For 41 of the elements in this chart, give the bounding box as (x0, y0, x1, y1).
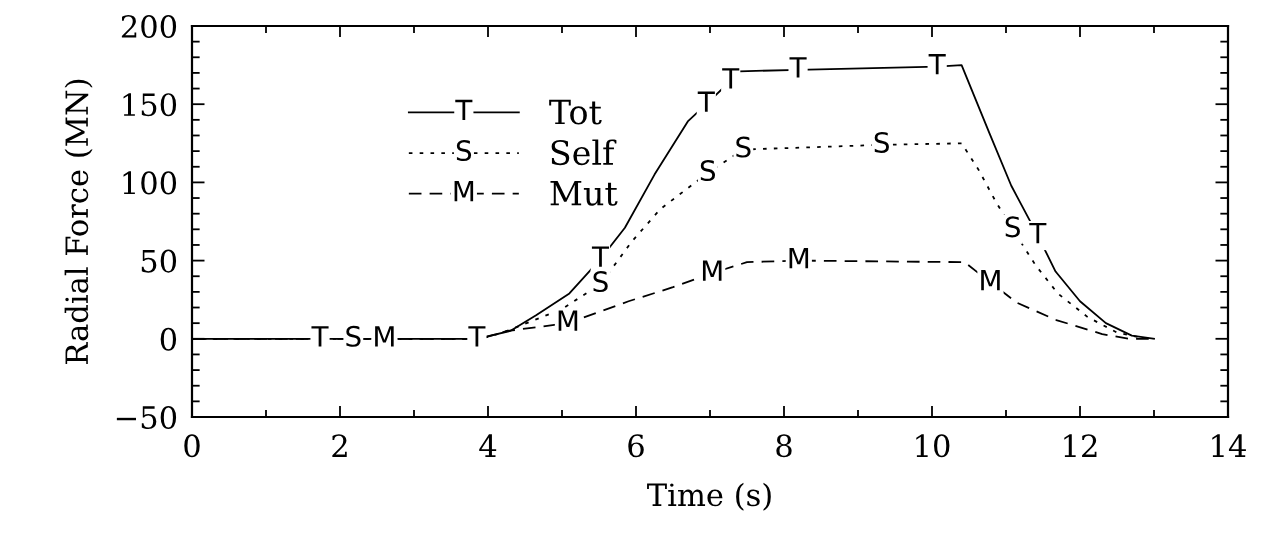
text: S (456, 140, 472, 162)
data-label: S (1005, 216, 1020, 238)
y-tick-label: 100 (123, 171, 177, 195)
y-tick-label: 200 (121, 14, 177, 39)
y-tick-label: 50 (141, 249, 177, 273)
text: T (455, 99, 473, 121)
data-label: T (789, 57, 807, 78)
x-tick-label: 2 (332, 434, 347, 457)
text: M (454, 181, 474, 202)
data-label: T (928, 54, 946, 75)
x-tick-label: 6 (628, 434, 644, 458)
data-label: T (697, 91, 715, 112)
data-label: S (874, 131, 889, 153)
data-label: T (1029, 222, 1047, 244)
y-axis-title: Radial Force (MN) (64, 79, 93, 364)
data-label: S (593, 271, 608, 293)
data-label: S (346, 325, 361, 347)
legend-label: Self (551, 139, 617, 166)
data-label: M (981, 269, 1000, 291)
x-axis-title: Time (s) (647, 482, 771, 511)
x-tick-label: 8 (776, 434, 792, 458)
y-tick-label: −50 (116, 405, 177, 430)
data-label: T (722, 68, 740, 89)
legend-label: Tot (549, 99, 602, 125)
y-tick-label: 150 (123, 93, 177, 117)
data-label: S (700, 160, 716, 182)
x-tick-label: 0 (184, 434, 200, 458)
data-label: T (311, 326, 329, 347)
data-label: M (375, 326, 394, 347)
legend-label: Mut (550, 181, 618, 206)
x-tick-label: 4 (479, 434, 497, 457)
data-label: M (558, 310, 578, 331)
y-tick-label: 0 (160, 327, 177, 351)
data-label: S (736, 136, 751, 158)
data-label: M (702, 260, 722, 281)
x-tick-label: 14 (1212, 434, 1246, 457)
data-label: T (591, 246, 610, 267)
x-tick-label: 12 (1064, 434, 1097, 457)
x-tick-label: 10 (916, 434, 950, 458)
data-label: M (789, 248, 809, 269)
data-label: T (468, 326, 486, 347)
